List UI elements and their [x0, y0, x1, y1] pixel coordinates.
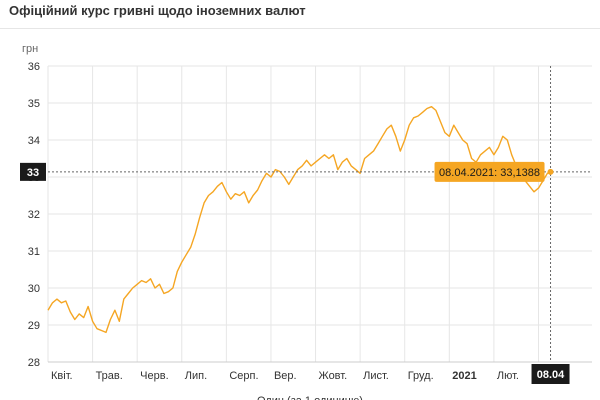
y-tick-label: 29	[28, 320, 40, 332]
y-value-badge	[20, 162, 46, 181]
tooltip-text: 08.04.2021: 33,1388	[439, 167, 540, 179]
x-tick-label: 2021	[452, 370, 476, 382]
x-value-badge-label: 08.04	[537, 369, 565, 381]
x-tick-label: Лип.	[185, 370, 207, 382]
x-tick-label: Лист.	[363, 370, 389, 382]
y-tick-label: 35	[28, 98, 40, 110]
x-tick-label: Квіт.	[51, 370, 73, 382]
y-tick-label: 36	[28, 61, 40, 73]
y-axis-label: грн	[22, 43, 38, 55]
x-value-badge	[531, 364, 570, 384]
x-tick-label: Груд.	[408, 370, 434, 382]
y-value-badge-label: 33	[27, 167, 39, 179]
x-tick-label: Жовт.	[319, 370, 348, 382]
y-tick-label: 30	[28, 283, 40, 295]
crosshair: 33 08.04 08.04.2021: 33,1388	[20, 66, 592, 384]
page-title: Офіційний курс гривні щодо іноземних вал…	[9, 3, 306, 18]
tooltip	[434, 161, 545, 182]
title-divider	[0, 28, 600, 29]
x-tick-label: Черв.	[140, 370, 168, 382]
series-line	[47, 106, 551, 334]
y-tick-label: 31	[28, 246, 40, 258]
footer-note: Один (за 1 одиницю)	[257, 395, 363, 400]
y-tick-label: 34	[28, 135, 40, 147]
y-axis-ticks: 28 29 30 31 32 33 34 35 36	[28, 61, 40, 369]
x-tick-label: Лют.	[497, 370, 519, 382]
horizontal-grid	[48, 65, 592, 363]
x-tick-label: Трав.	[96, 370, 123, 382]
x-axis-ticks: Квіт. Трав. Черв. Лип. Серп. Вер. Жовт. Лист. Гр…	[51, 370, 549, 382]
footer-note-text: Один (за 1 одиницю)	[257, 395, 363, 400]
y-tick-label: 32	[28, 209, 40, 221]
hover-point-marker	[547, 168, 554, 175]
y-tick-label: 28	[28, 357, 40, 369]
x-tick-label: Серп.	[229, 370, 258, 382]
vertical-grid	[47, 66, 592, 363]
x-tick-label: Вер.	[274, 370, 297, 382]
